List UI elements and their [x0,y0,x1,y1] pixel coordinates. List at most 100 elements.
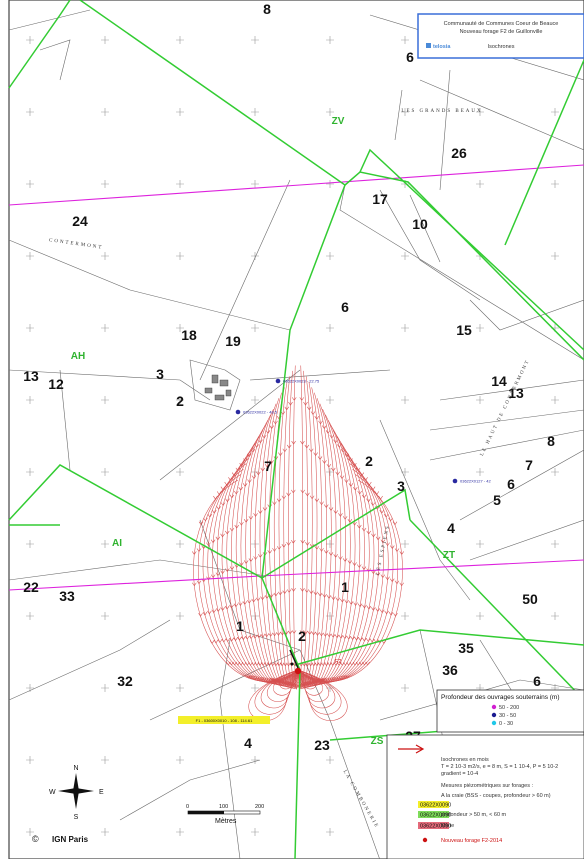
parcel-number: 3 [397,478,405,494]
parcel-number: 4 [244,735,252,751]
code-yellow-bg [418,801,449,808]
forage-dot [422,837,428,843]
compass-n: N [73,765,78,772]
parcel-number: 2 [176,393,184,409]
parcel-lines [8,9,584,859]
isochrone-arrowhead-icon [415,744,425,754]
drill-sample-point [290,662,294,666]
scale-tick-200: 200 [255,804,264,810]
new-drilling-marker [294,667,302,675]
parcel-number: 2 [365,453,373,469]
code-red: 03622X0090 [420,824,451,830]
title-line1: Communauté de Communes Coeur de Beauce [444,21,559,27]
isochrone-label: Isochrones en mois [441,757,489,763]
depth-item-3: 0 - 30 [499,721,513,727]
parcel-number: 6 [406,49,414,65]
parcel-number: 36 [442,662,458,678]
copyright-symbol: © [32,834,39,844]
drill-label: F2 [335,659,341,665]
well-points: 03622X0023 - 22.75 03622X0022 - 48.5 03622… [235,378,491,484]
code-green: 03622X0090 [420,813,451,819]
parcel-number: 17 [372,191,388,207]
parcel-number: 50 [522,591,538,607]
zone-label: ZT [443,550,455,561]
parcel-number: 6 [507,476,515,492]
parcel-number: 6 [533,673,541,689]
depth-legend: Profondeur des ouvrages souterrains (m) … [436,689,584,733]
parcel-number: 18 [181,327,197,343]
code-green-bg [418,811,449,818]
hydro-params: T = 2 10-3 m2/s, e = 8 m, S = 1 10-4, P … [441,764,558,770]
brand-label: telosia [433,44,451,50]
parcel-number: 14 [491,373,507,389]
depth-dot-mid [491,712,497,718]
measures-title: Mesures piézométriques sur forages : [441,783,533,789]
parcel-number: 22 [23,579,39,595]
place-name: LES GRANDS BEAUX [401,109,482,114]
credit-text: IGN Paris [52,835,89,844]
depth-dot-shallow [491,720,497,726]
code-yellow: 03622X0090 [420,803,451,809]
parcel-number: 3 [156,366,164,382]
craie-line: A la craie (BSS - coupes, profondeur > 6… [441,793,551,799]
parcel-number: 23 [314,737,330,753]
zone-label: ZS [371,736,384,747]
parcel-number: 32 [117,673,133,689]
depth-item-2: 30 - 50 [499,713,516,719]
parcel-number: 6 [341,299,349,315]
code-red-bg [418,822,449,829]
scale-unit: Mètres [215,818,237,825]
parcel-number: 19 [225,333,241,349]
hydro-gradient: gradient = 10-4 [441,771,478,777]
parcel-number: 15 [456,322,472,338]
depth-desc: profondeur > 50 m, < 60 m [441,812,507,818]
zone-label: ZV [332,116,345,127]
parcel-number: 10 [412,216,428,232]
depth-item-1: 50 - 200 [499,705,519,711]
depth-dot-deep [491,704,497,710]
compass-s: S [74,814,79,821]
scale-tick-100: 100 [219,804,228,810]
parcel-number: 1 [341,579,349,595]
parcel-number: 8 [547,433,555,449]
parcel-number: 7 [264,458,272,474]
parcel-number: 13 [23,368,39,384]
parcel-number: 4 [447,520,455,536]
well-tag: F1 - 03600X0010 - 108 - 114.61 [196,718,253,723]
well-point-label: 03622X0022 - 48.5 [243,410,278,415]
drill-path [289,649,299,669]
well-tag-bg [178,716,270,724]
parcel-number: 13 [508,385,524,401]
parcel-number: 33 [59,588,75,604]
well-point-icon [275,378,281,384]
parcel-number: 2 [298,628,306,644]
forage-label: Nouveau forage F2-2014 [441,838,502,844]
building-cluster [204,374,232,401]
parcel-number: 12 [48,376,64,392]
parcel-number: 8 [263,1,271,17]
depth-legend-title: Profondeur des ouvrages souterrains (m) [441,694,560,701]
compass-w: W [49,789,56,796]
isochrone-arrows [192,397,404,689]
mixed-desc: Mixte [441,823,454,829]
zone-label: AI [112,538,122,549]
well-point-icon [235,409,241,415]
compass-rose: N S E W [49,765,104,821]
well-point-label: 03622X0127 - 42 [460,479,491,484]
zone-labels: ZV AH AI ZT ZS [71,116,455,747]
main-legend: Isochrones en mois T = 2 10-3 m2/s, e = … [386,734,584,859]
parcel-number: 35 [458,640,474,656]
scale-tick-0: 0 [186,804,189,810]
title-box: Communauté de Communes Coeur de Beauce N… [417,13,584,59]
well-point-label: 03622X0023 - 22.75 [283,379,320,384]
title-line2: Nouveau forage F2 de Guillonville [460,29,543,35]
well-point-icon [452,478,458,484]
title-subtitle: Isochrones [488,44,515,50]
zone-boundaries [8,0,584,859]
parcel-number: 26 [451,145,467,161]
zone-label: AH [71,351,85,362]
commune-boundary [8,164,584,591]
parcel-number: 7 [525,457,533,473]
